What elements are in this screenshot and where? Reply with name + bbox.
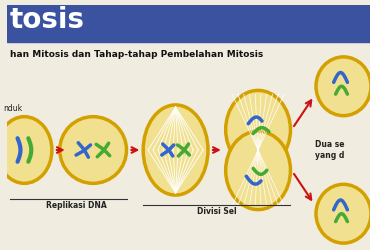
Ellipse shape <box>316 57 370 116</box>
Ellipse shape <box>226 131 290 210</box>
Text: Replikasi DNA: Replikasi DNA <box>46 201 106 210</box>
Text: han Mitosis dan Tahap-tahap Pembelahan Mitosis: han Mitosis dan Tahap-tahap Pembelahan M… <box>10 50 263 59</box>
Text: Divisi Sel: Divisi Sel <box>197 207 237 216</box>
Text: tosis: tosis <box>10 6 85 34</box>
Ellipse shape <box>60 117 127 183</box>
Bar <box>7 5 370 42</box>
Text: Dua se
yang d: Dua se yang d <box>315 140 344 160</box>
Ellipse shape <box>143 105 208 195</box>
Text: nduk: nduk <box>3 104 23 113</box>
Ellipse shape <box>316 184 370 243</box>
Ellipse shape <box>0 117 52 183</box>
Ellipse shape <box>226 90 290 169</box>
